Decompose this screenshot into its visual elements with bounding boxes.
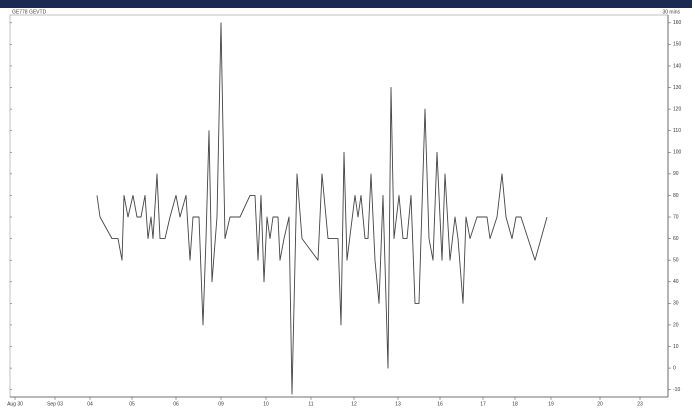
x-tick-label: 16 xyxy=(437,401,443,407)
x-tick-label: Aug 30 xyxy=(7,401,23,407)
x-tick-label: 17 xyxy=(480,401,486,407)
y-tick-label: 110 xyxy=(673,128,681,134)
y-tick-label: 60 xyxy=(673,236,679,242)
y-tick-label: 20 xyxy=(673,322,679,328)
y-tick-label: 0 xyxy=(673,365,676,371)
y-tick-label: 40 xyxy=(673,279,679,285)
y-tick-label: -10 xyxy=(673,387,680,393)
y-tick-label: 160 xyxy=(673,20,682,26)
x-tick-label: 06 xyxy=(173,401,179,407)
x-tick-label: 23 xyxy=(637,401,643,407)
x-tick-label: 19 xyxy=(548,401,554,407)
y-tick-label: 120 xyxy=(673,106,682,112)
y-tick-label: 80 xyxy=(673,193,679,199)
x-tick-label: 12 xyxy=(351,401,357,407)
y-tick-label: 100 xyxy=(673,150,682,156)
y-tick-label: 30 xyxy=(673,301,679,307)
x-tick-label: 10 xyxy=(263,401,269,407)
y-tick-label: 140 xyxy=(673,63,682,69)
x-tick-label: 13 xyxy=(395,401,401,407)
x-tick-label: Sep 03 xyxy=(47,401,63,407)
x-tick-label: 11 xyxy=(308,401,313,407)
title-bar xyxy=(0,0,692,8)
header-left: GE778 GEVTD xyxy=(12,9,47,15)
x-tick-label: 18 xyxy=(512,401,518,407)
x-tick-label: 09 xyxy=(218,401,224,407)
y-tick-label: 150 xyxy=(673,42,682,48)
x-tick-label: 20 xyxy=(597,401,603,407)
y-tick-label: 50 xyxy=(673,258,679,264)
y-tick-label: 90 xyxy=(673,171,679,177)
y-tick-label: 130 xyxy=(673,85,682,91)
x-tick-label: 04 xyxy=(87,401,93,407)
x-tick-label: 05 xyxy=(129,401,135,407)
header-right: 30 mins xyxy=(662,9,680,15)
y-tick-label: 70 xyxy=(673,214,679,220)
price-line xyxy=(96,22,548,395)
y-tick-label: 10 xyxy=(673,344,679,350)
